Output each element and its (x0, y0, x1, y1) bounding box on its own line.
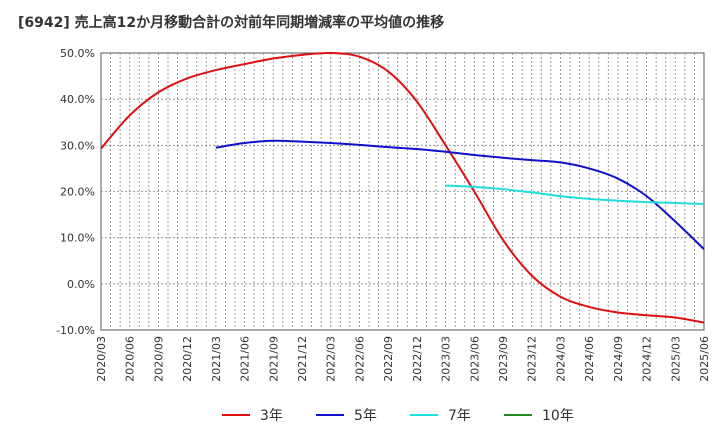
legend-swatch (410, 414, 438, 416)
series-line-1 (215, 139, 705, 250)
x-tick-label: 2025/03 (669, 336, 682, 382)
x-tick-label: 2022/12 (411, 336, 424, 382)
legend-label: 5年 (354, 408, 377, 424)
y-tick-label: 0.0% (67, 278, 95, 291)
legend-item: 7年 (410, 404, 471, 426)
legend-label: 3年 (260, 408, 283, 424)
x-tick-label: 2020/12 (181, 336, 194, 382)
grid (101, 53, 704, 330)
x-tick-label: 2023/06 (468, 336, 481, 382)
y-tick-label: 20.0% (60, 186, 95, 199)
series-lines (100, 51, 705, 324)
legend: 3年 5年 7年 10年 (0, 404, 720, 426)
x-tick-label: 2020/03 (95, 336, 108, 382)
legend-item: 10年 (504, 404, 574, 426)
x-tick-label: 2023/03 (440, 336, 453, 382)
x-tick-label: 2025/06 (698, 336, 711, 382)
x-axis-ticks: 2020/03 2020/06 2020/09 2020/12 2021/03 2021/… (95, 336, 711, 382)
x-tick-label: 2021/06 (239, 336, 252, 382)
chart-title: [6942] 売上高12か月移動合計の対前年同期増減率の平均値の推移 (18, 15, 445, 31)
x-tick-label: 2022/09 (382, 336, 395, 382)
x-tick-label: 2024/12 (641, 336, 654, 382)
legend-label: 7年 (448, 408, 471, 424)
x-tick-label: 2024/06 (583, 336, 596, 382)
x-tick-label: 2023/09 (497, 336, 510, 382)
legend-item: 5年 (316, 404, 377, 426)
y-tick-label: -10.0% (56, 324, 95, 337)
x-tick-label: 2024/09 (612, 336, 625, 382)
y-axis-ticks: -10.0% 0.0% 10.0% 20.0% 30.0% 40.0% 50.0% (56, 47, 95, 337)
legend-item: 3年 (222, 404, 283, 426)
x-tick-label: 2020/09 (152, 336, 165, 382)
legend-swatch (316, 414, 344, 416)
legend-label: 10年 (542, 408, 574, 424)
series-line-0 (100, 51, 705, 324)
x-tick-label: 2020/06 (124, 336, 137, 382)
series-line-2 (445, 184, 705, 205)
y-tick-label: 30.0% (60, 139, 95, 152)
y-tick-label: 10.0% (60, 232, 95, 245)
y-tick-label: 40.0% (60, 93, 95, 106)
x-tick-label: 2021/09 (267, 336, 280, 382)
x-tick-label: 2024/03 (554, 336, 567, 382)
x-tick-label: 2023/12 (526, 336, 539, 382)
x-tick-label: 2022/03 (325, 336, 338, 382)
x-tick-label: 2022/06 (353, 336, 366, 382)
legend-swatch (222, 414, 250, 416)
x-tick-label: 2021/03 (210, 336, 223, 382)
legend-swatch (504, 414, 532, 416)
y-tick-label: 50.0% (60, 47, 95, 60)
x-tick-label: 2021/12 (296, 336, 309, 382)
